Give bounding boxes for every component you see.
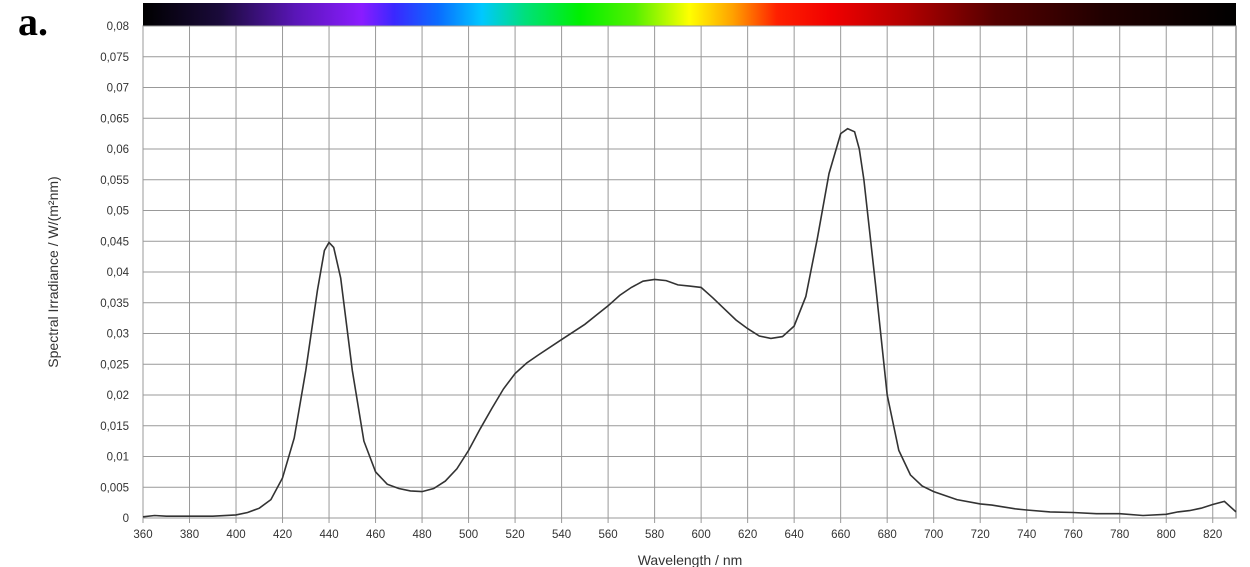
x-tick-label: 460 <box>366 529 385 541</box>
y-tick-label: 0,015 <box>100 421 129 433</box>
x-tick-label: 360 <box>133 529 152 541</box>
spectrum-line <box>142 127 1237 518</box>
x-tick-label: 620 <box>738 529 757 541</box>
y-tick-label: 0,01 <box>107 452 129 464</box>
y-tick-label: 0,065 <box>100 113 129 125</box>
panel-label: a. <box>18 0 48 44</box>
y-tick-label: 0,06 <box>107 144 129 156</box>
y-axis-label: Spectral Irradiance / W/(m²nm) <box>45 176 61 367</box>
y-tick-label: 0,045 <box>100 236 129 248</box>
x-tick-label: 760 <box>1064 529 1083 541</box>
y-tick-label: 0,025 <box>100 359 129 371</box>
x-tick-label: 740 <box>1017 529 1036 541</box>
x-tick-label: 560 <box>599 529 618 541</box>
y-tick-label: 0,05 <box>107 206 129 218</box>
x-tick-label: 600 <box>692 529 711 541</box>
x-tick-label: 800 <box>1157 529 1176 541</box>
x-tick-label: 520 <box>505 529 524 541</box>
x-tick-label: 420 <box>273 529 292 541</box>
x-tick-label: 720 <box>971 529 990 541</box>
y-tick-label: 0,035 <box>100 298 129 310</box>
x-tick-label: 780 <box>1110 529 1129 541</box>
x-tick-label: 660 <box>831 529 850 541</box>
y-tick-label: 0,005 <box>100 482 129 494</box>
y-tick-label: 0,02 <box>107 390 129 402</box>
x-tick-label: 540 <box>552 529 571 541</box>
x-tick-label: 500 <box>459 529 478 541</box>
x-tick-label: 480 <box>412 529 431 541</box>
x-axis-label: Wavelength / nm <box>638 552 743 567</box>
x-tick-label: 640 <box>785 529 804 541</box>
x-tick-label: 440 <box>319 529 338 541</box>
y-tick-label: 0,075 <box>100 52 129 64</box>
y-tick-labels: 0 0,005 0,01 0,015 0,02 0,025 0,03 0,035 0,04 0,0… <box>100 21 129 525</box>
y-tick-label: 0 <box>123 513 129 525</box>
y-tick-label: 0,03 <box>107 329 129 341</box>
y-tick-label: 0,04 <box>107 267 130 279</box>
grid <box>142 25 1236 523</box>
x-tick-label: 580 <box>645 529 664 541</box>
y-tick-label: 0,07 <box>107 83 129 95</box>
y-tick-label: 0,08 <box>107 21 129 33</box>
spectrum-color-bar <box>143 3 1236 26</box>
x-tick-label: 400 <box>226 529 245 541</box>
x-tick-label: 680 <box>878 529 897 541</box>
x-tick-label: 700 <box>924 529 943 541</box>
x-tick-labels: 360 380 400 420 440 460 480 500 520 540 560 580 600 6… <box>133 529 1222 541</box>
y-tick-label: 0,055 <box>100 175 129 187</box>
x-tick-label: 820 <box>1203 529 1222 541</box>
x-tick-label: 380 <box>180 529 199 541</box>
